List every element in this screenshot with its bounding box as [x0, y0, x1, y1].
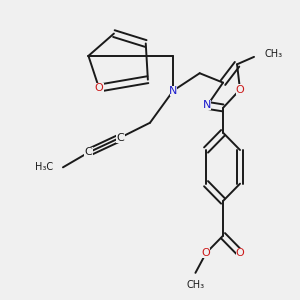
FancyBboxPatch shape [116, 132, 124, 143]
FancyBboxPatch shape [202, 248, 210, 259]
Text: C: C [85, 148, 92, 158]
FancyBboxPatch shape [236, 84, 244, 95]
Text: O: O [236, 248, 244, 258]
FancyBboxPatch shape [170, 85, 177, 95]
Text: O: O [202, 248, 210, 258]
Text: CH₃: CH₃ [186, 280, 205, 290]
FancyBboxPatch shape [236, 248, 244, 259]
Text: C: C [116, 133, 124, 142]
Text: CH₃: CH₃ [265, 50, 283, 59]
Text: N: N [169, 85, 178, 96]
Text: O: O [95, 83, 103, 93]
Text: O: O [236, 85, 244, 94]
Text: N: N [203, 100, 212, 110]
FancyBboxPatch shape [204, 100, 211, 110]
Text: H₃C: H₃C [35, 162, 54, 172]
FancyBboxPatch shape [94, 82, 104, 94]
FancyBboxPatch shape [84, 147, 93, 158]
